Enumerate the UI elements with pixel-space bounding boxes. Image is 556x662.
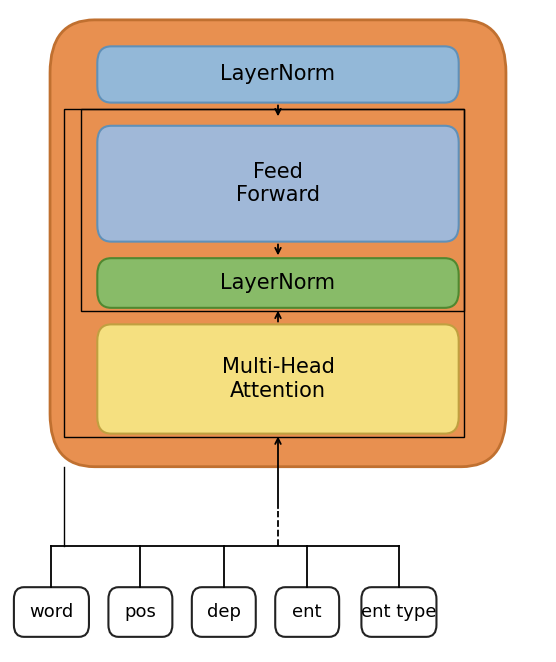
FancyBboxPatch shape (108, 587, 172, 637)
Text: ent: ent (292, 603, 322, 621)
Text: LayerNorm: LayerNorm (221, 273, 335, 293)
FancyBboxPatch shape (50, 20, 506, 467)
FancyBboxPatch shape (192, 587, 256, 637)
Text: pos: pos (125, 603, 156, 621)
FancyBboxPatch shape (275, 587, 339, 637)
FancyBboxPatch shape (14, 587, 89, 637)
Bar (64, 109, 464, 437)
Text: Multi-Head
Attention: Multi-Head Attention (221, 357, 335, 401)
Text: word: word (29, 603, 73, 621)
Text: Feed
Forward: Feed Forward (236, 162, 320, 205)
FancyBboxPatch shape (97, 258, 459, 308)
FancyBboxPatch shape (97, 126, 459, 242)
Text: dep: dep (207, 603, 241, 621)
Text: ent type: ent type (361, 603, 436, 621)
FancyBboxPatch shape (361, 587, 436, 637)
FancyBboxPatch shape (97, 324, 459, 434)
Text: LayerNorm: LayerNorm (221, 64, 335, 85)
FancyBboxPatch shape (97, 46, 459, 103)
Bar (81, 109, 464, 311)
